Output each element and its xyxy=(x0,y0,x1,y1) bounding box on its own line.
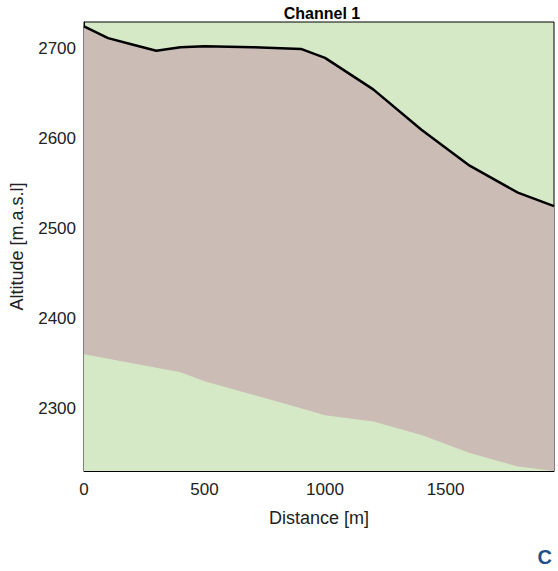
svg-text:2400: 2400 xyxy=(38,309,76,328)
svg-text:2700: 2700 xyxy=(38,39,76,58)
svg-text:2300: 2300 xyxy=(38,399,76,418)
svg-text:Distance [m]: Distance [m] xyxy=(269,508,369,528)
svg-text:2600: 2600 xyxy=(38,129,76,148)
svg-text:500: 500 xyxy=(190,480,218,499)
svg-text:Altitude [m.a.s.l]: Altitude [m.a.s.l] xyxy=(7,182,27,310)
svg-text:1000: 1000 xyxy=(306,480,344,499)
svg-text:1500: 1500 xyxy=(427,480,465,499)
svg-text:0: 0 xyxy=(79,480,88,499)
svg-text:Channel 1: Channel 1 xyxy=(284,5,361,22)
svg-text:C: C xyxy=(538,546,552,568)
svg-text:2500: 2500 xyxy=(38,219,76,238)
